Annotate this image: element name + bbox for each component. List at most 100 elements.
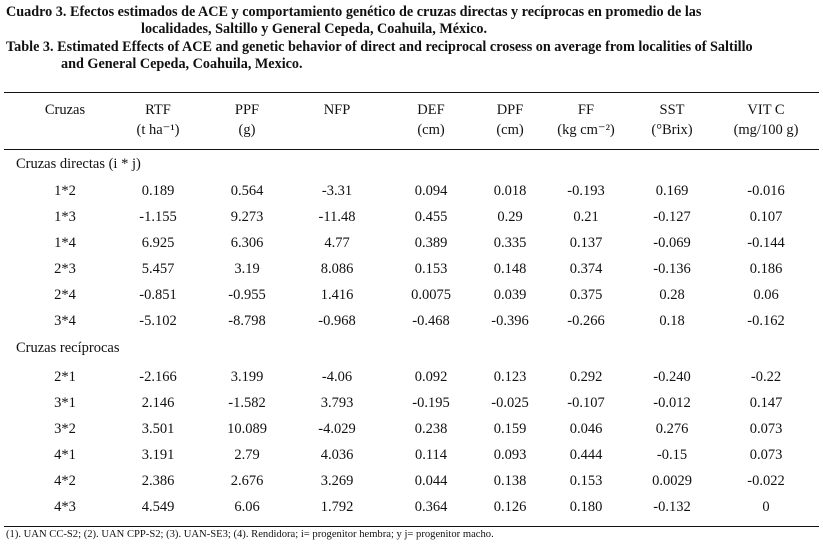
row-cross-label: 4*3 <box>54 498 76 515</box>
table-cell: 0.364 <box>414 498 448 515</box>
table-cell: 3.793 <box>320 394 354 411</box>
table-cell: 1.416 <box>320 286 354 303</box>
table-cell: 0.0075 <box>411 286 451 303</box>
column-header: RTF (t ha⁻¹) <box>113 100 203 140</box>
table-cell: 2.676 <box>230 472 264 489</box>
table-cell: 0.018 <box>493 183 527 199</box>
table-cell: 0.292 <box>569 369 603 385</box>
table-cell: -0.022 <box>747 472 785 489</box>
row-cross-label: 3*4 <box>54 312 76 329</box>
table-cell: 0.375 <box>569 286 603 303</box>
column-header-label: SST <box>659 102 685 118</box>
table-cell: 0.073 <box>749 420 783 437</box>
row-cross-label: 1*2 <box>54 183 76 199</box>
table-cell: 0.21 <box>573 208 599 225</box>
row-cross-label: 2*4 <box>54 286 76 303</box>
table-cell: 0.148 <box>493 260 527 277</box>
table-cell: 0.153 <box>414 260 448 277</box>
caption-en-line-2: and General Cepeda, Coahuila, Mexico. <box>61 56 303 72</box>
column-header-label: FF <box>577 102 595 118</box>
table-row: 1*3 -1.155 9.273 -11.48 0.455 0.29 0.21 -0.127 0… <box>0 206 823 228</box>
table-row: 1*4 6.925 6.306 4.77 0.389 0.335 0.137 -0.069 -0… <box>0 232 823 254</box>
table-cell: -8.798 <box>228 312 266 329</box>
table-cell: -0.193 <box>567 183 605 199</box>
table-cell: 0.335 <box>493 234 527 251</box>
table-row: 3*4 -5.102 -8.798 -0.968 -0.468 -0.396 -0.266 0… <box>0 310 823 332</box>
table-cell: -0.127 <box>653 208 691 225</box>
table-cell: 8.086 <box>320 260 354 277</box>
table-cell: 3.19 <box>234 260 260 277</box>
table-cell: 0.107 <box>749 208 783 225</box>
table-cell: 0.039 <box>493 286 527 303</box>
table-row: 4*2 2.386 2.676 3.269 0.044 0.138 0.153 0.0029 -… <box>0 470 823 492</box>
group-label: Cruzas recíprocas <box>16 340 120 356</box>
row-cross-label: 4*1 <box>54 446 76 463</box>
table-cell: 3.191 <box>141 446 175 463</box>
table-cell: -0.016 <box>747 183 785 199</box>
column-header: DEF (cm) <box>386 100 476 140</box>
table-footnote: (1). UAN CC-S2; (2). UAN CPP-S2; (3). UA… <box>6 529 494 540</box>
table-cell: -0.15 <box>656 446 688 463</box>
row-cross-label: 3*1 <box>54 394 76 411</box>
row-cross-label: 2*3 <box>54 260 76 277</box>
table-cell: 0.389 <box>414 234 448 251</box>
column-header: FF (kg cm⁻²) <box>541 100 631 140</box>
table-cell: 0.094 <box>414 183 448 199</box>
table-cell: 2.79 <box>234 446 260 463</box>
table-cell: -0.468 <box>412 312 450 329</box>
table-cell: 0.126 <box>493 498 527 515</box>
table-row: 3*1 2.146 -1.582 3.793 -0.195 -0.025 -0.107 -0.… <box>0 392 823 414</box>
column-header-unit: (°Brix) <box>651 122 693 138</box>
table-cell: -0.266 <box>567 312 605 329</box>
table-cell: -0.968 <box>318 312 356 329</box>
table-cell: 0.044 <box>414 472 448 489</box>
table-cell: -4.06 <box>321 369 353 385</box>
table-cell: 0.123 <box>493 369 527 385</box>
table-cell: -0.069 <box>653 234 691 251</box>
table-cell: 2.386 <box>141 472 175 489</box>
table-top-rule <box>4 92 819 93</box>
caption-es-line-2: localidades, Saltillo y General Cepeda, … <box>141 21 488 37</box>
column-header-label: DEF <box>417 102 445 118</box>
table-cell: 0.18 <box>659 312 685 329</box>
table-cell: 0.153 <box>569 472 603 489</box>
table-cell: -0.136 <box>653 260 691 277</box>
table-cell: -0.144 <box>747 234 785 251</box>
column-header-label: PPF <box>234 102 260 118</box>
table-cell: -0.025 <box>491 394 529 411</box>
table-cell: -0.162 <box>747 312 785 329</box>
table-cell: -4.029 <box>318 420 356 437</box>
table-cell: 4.036 <box>320 446 354 463</box>
table-cell: 0.092 <box>414 369 448 385</box>
table-cell: 0.29 <box>497 208 523 225</box>
table-row: 1*2 0.189 0.564 -3.31 0.094 0.018 -0.193 0.169 -… <box>0 180 823 202</box>
table-cell: -0.851 <box>139 286 177 303</box>
caption-en-line-1: Table 3. Estimated Effects of ACE and ge… <box>6 39 753 55</box>
table-cell: -0.240 <box>653 369 691 385</box>
table-cell: -11.48 <box>318 208 356 225</box>
table-header-rule <box>4 149 819 150</box>
table-cell: 0.169 <box>655 183 689 199</box>
table-cell: 6.06 <box>234 498 260 515</box>
table-row: 2*3 5.457 3.19 8.086 0.153 0.148 0.374 -0.136 0.… <box>0 258 823 280</box>
table-cell: -5.102 <box>139 312 177 329</box>
table-bottom-rule <box>4 526 819 527</box>
table-row: 3*2 3.501 10.089 -4.029 0.238 0.159 0.046 0.276… <box>0 418 823 440</box>
table-cell: 1.792 <box>320 498 354 515</box>
table-cell: 0.147 <box>749 394 783 411</box>
table-cell: 0.114 <box>414 446 448 463</box>
column-header-unit: (mg/100 g) <box>733 122 799 138</box>
table-cell: -1.582 <box>228 394 266 411</box>
table-cell: 2.146 <box>141 394 175 411</box>
table-cell: 4.77 <box>324 234 350 251</box>
table-cell: 0.0029 <box>652 472 692 489</box>
table-cell: -0.107 <box>567 394 605 411</box>
table-cell: 10.089 <box>227 420 267 437</box>
table-cell: 0.073 <box>749 446 783 463</box>
column-header: VIT C (mg/100 g) <box>721 100 811 140</box>
table-cell: 0.276 <box>655 420 689 437</box>
column-header-label: DPF <box>496 102 524 118</box>
table-cell: 6.306 <box>230 234 264 251</box>
table-cell: -0.195 <box>412 394 450 411</box>
